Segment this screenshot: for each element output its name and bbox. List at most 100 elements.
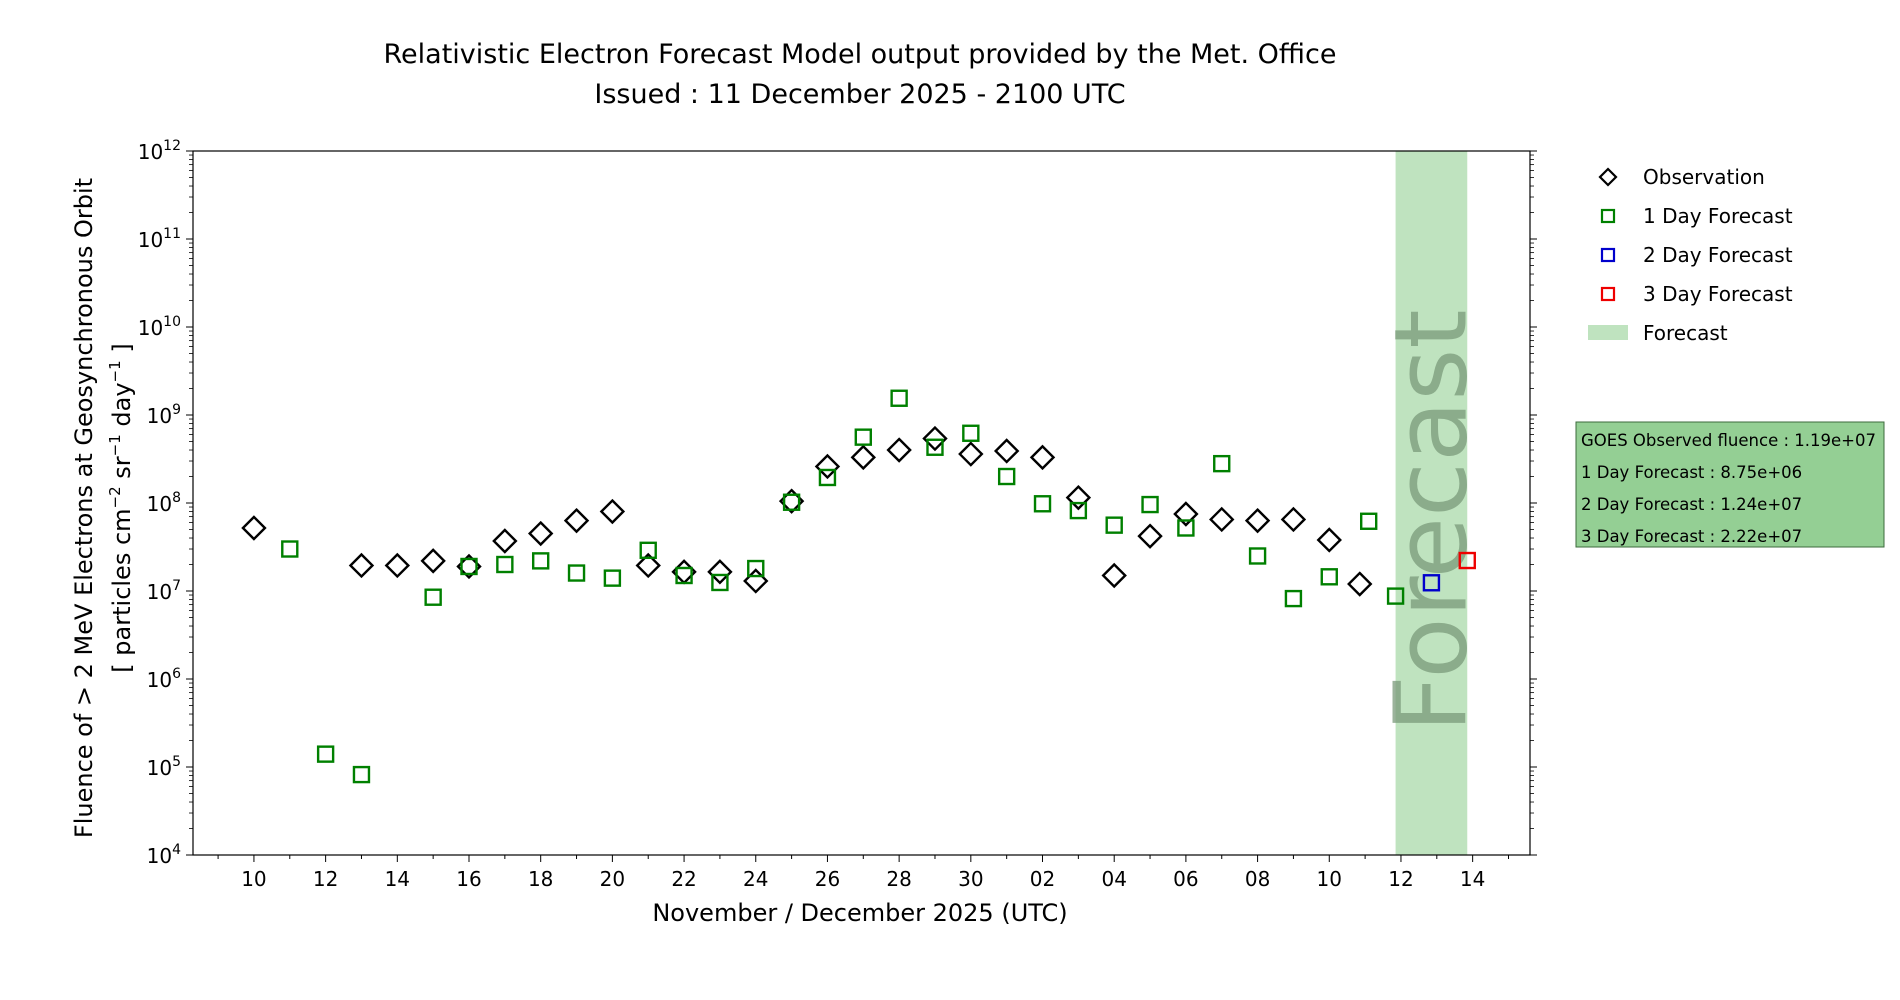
x-tick-label: 10 xyxy=(1317,867,1342,891)
1-day-forecast-point xyxy=(1105,516,1123,534)
x-tick-label: 24 xyxy=(743,867,768,891)
x-tick-label: 12 xyxy=(1388,867,1413,891)
x-tick-label: 02 xyxy=(1030,867,1055,891)
1-day-forecast-point xyxy=(890,389,908,407)
observation-point xyxy=(1244,507,1271,534)
observation-point xyxy=(1209,506,1235,533)
info-box-line: 2 Day Forecast : 1.24e+07 xyxy=(1581,495,1802,514)
1-day-forecast-point xyxy=(1069,501,1088,520)
x-tick-label: 16 xyxy=(456,867,481,891)
x-tick-label: 04 xyxy=(1101,867,1126,891)
1-day-forecast-point xyxy=(496,555,514,574)
1-day-forecast-point xyxy=(1320,568,1338,586)
info-box-background xyxy=(1575,421,1885,548)
legend-swatch-1-day-forecast xyxy=(1600,208,1616,224)
1-day-forecast-point xyxy=(281,540,299,558)
y-tick-label: 109 xyxy=(147,402,181,428)
forecast-watermark: Forecast xyxy=(1372,309,1489,732)
observation-point xyxy=(635,552,661,579)
legend-label-observation: Observation xyxy=(1643,165,1765,189)
legend-label-forecast: Forecast xyxy=(1643,321,1728,345)
legend: Observation 1 Day Forecast 2 Day Forecast 3… xyxy=(1588,165,1793,345)
y-axis-label-sup: −1 xyxy=(106,360,124,382)
observation-point xyxy=(599,498,626,525)
observation-point xyxy=(993,438,1020,464)
plot-frame xyxy=(192,150,1531,856)
1-day-forecast-point xyxy=(747,559,765,578)
legend-swatch-forecast xyxy=(1588,325,1628,340)
x-tick-label: 28 xyxy=(886,867,911,891)
y-tick-label: 1011 xyxy=(138,226,181,252)
2-day-forecast-point xyxy=(1422,574,1441,592)
legend-label-2-day-forecast: 2 Day Forecast xyxy=(1643,243,1793,267)
x-tick-label: 10 xyxy=(241,867,266,891)
x-axis-label: November / December 2025 (UTC) xyxy=(652,899,1067,927)
y-tick-label: 1012 xyxy=(138,138,181,164)
x-tick-label: 06 xyxy=(1173,867,1198,891)
legend-label-3-day-forecast: 3 Day Forecast xyxy=(1643,282,1793,306)
observation-point xyxy=(420,548,446,574)
observation-point xyxy=(1137,523,1163,549)
1-day-forecast-point xyxy=(316,745,335,763)
1-day-forecast-point xyxy=(782,493,801,511)
y-axis-label-sup: −1 xyxy=(106,434,124,456)
info-box-line: 1 Day Forecast : 8.75e+06 xyxy=(1581,463,1802,482)
axis-ticks: 10 12 14 16 18 20 22 24 26 28 30 02 04 06 08 10 12 141041… xyxy=(138,138,1537,891)
1-day-forecast-point xyxy=(639,541,657,560)
y-axis-label-part: ] xyxy=(108,343,136,360)
observation-point xyxy=(348,552,375,579)
chart-subtitle: Issued : 11 December 2025 - 2100 UTC xyxy=(594,79,1125,110)
1-day-forecast-point xyxy=(531,552,550,570)
chart-title: Relativistic Electron Forecast Model out… xyxy=(384,39,1337,70)
1-day-forecast-point xyxy=(675,566,693,585)
observation-point xyxy=(1029,444,1056,471)
forecast-band xyxy=(1395,151,1468,855)
x-tick-label: 14 xyxy=(385,867,410,891)
observation-point xyxy=(492,528,518,554)
x-tick-label: 08 xyxy=(1245,867,1270,891)
x-tick-label: 18 xyxy=(528,867,553,891)
1-day-forecast-point xyxy=(962,424,980,442)
info-box-line: GOES Observed fluence : 1.19e+07 xyxy=(1581,431,1876,450)
y-axis-label-sup: −2 xyxy=(106,486,124,508)
1-day-forecast-point xyxy=(424,588,442,606)
1-day-forecast-point xyxy=(711,573,729,592)
observation-point xyxy=(958,441,984,467)
1-day-forecast-point xyxy=(854,428,872,446)
observation-point xyxy=(527,520,554,547)
observation-point xyxy=(384,552,411,579)
legend-swatch-observation xyxy=(1598,167,1618,187)
observation-point xyxy=(241,515,267,541)
y-axis-label: Fluence of > 2 MeV Electrons at Geosynch… xyxy=(70,178,136,838)
y-tick-label: 105 xyxy=(147,754,181,780)
observation-point xyxy=(1316,527,1342,553)
x-tick-label: 30 xyxy=(958,867,983,891)
1-day-forecast-point xyxy=(460,557,478,576)
observation-point xyxy=(1101,562,1127,589)
y-tick-label: 108 xyxy=(147,490,181,516)
1-day-forecast-point xyxy=(352,765,371,784)
observation-point xyxy=(850,444,876,471)
observation-point xyxy=(1347,571,1373,597)
observation-point xyxy=(1173,501,1199,527)
x-tick-label: 26 xyxy=(815,867,840,891)
1-day-forecast-point xyxy=(1359,512,1378,530)
legend-swatch-2-day-forecast xyxy=(1600,247,1616,263)
y-tick-label: 1010 xyxy=(138,314,181,340)
y-axis-label-part: sr xyxy=(108,456,136,486)
y-axis-label-part: [ particles cm xyxy=(108,508,136,672)
1-day-forecast-point xyxy=(1033,495,1052,513)
x-tick-label: 14 xyxy=(1460,867,1485,891)
1-day-forecast-point xyxy=(997,467,1016,486)
1-day-forecast-point xyxy=(567,564,586,582)
forecast-band-layer: Forecast xyxy=(1372,151,1489,855)
3-day-forecast-point xyxy=(1458,551,1476,570)
x-tick-label: 22 xyxy=(671,867,696,891)
y-axis-label-part: day xyxy=(108,382,136,434)
1-day-forecast-point xyxy=(1386,587,1405,605)
y-tick-label: 104 xyxy=(147,842,181,868)
legend-label-1-day-forecast: 1 Day Forecast xyxy=(1643,204,1793,228)
observation-point xyxy=(814,453,841,480)
y-tick-label: 106 xyxy=(147,666,181,692)
